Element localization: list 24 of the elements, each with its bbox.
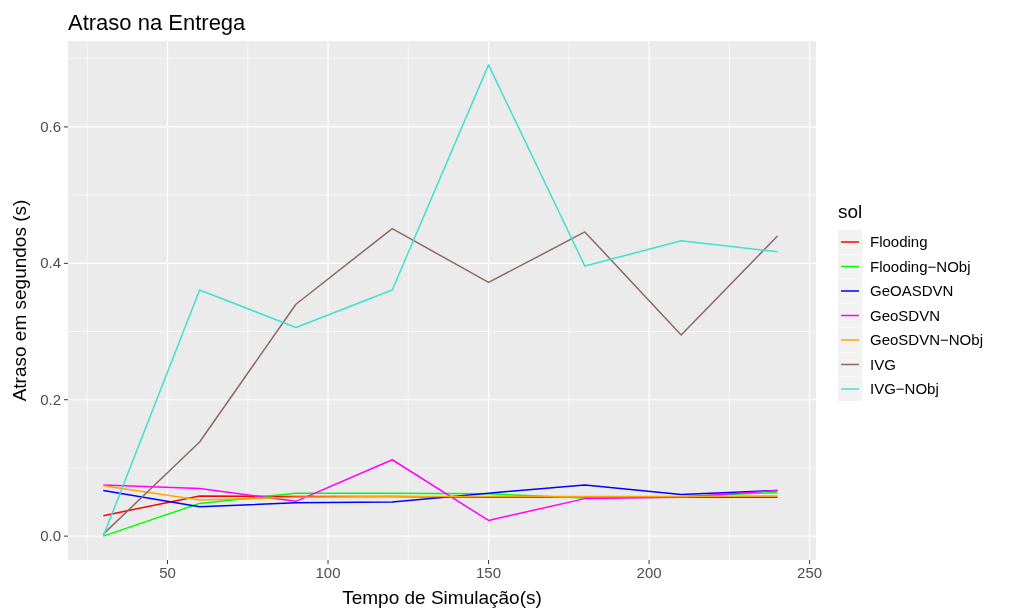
x-tick-label: 200 (636, 564, 662, 581)
x-tick-label: 50 (159, 564, 176, 581)
chart-title: Atraso na Entrega (68, 10, 247, 35)
line-series (102, 459, 779, 522)
legend-label: IVG−NObj (870, 380, 939, 397)
y-tick-label: 0.6 (40, 117, 61, 135)
y-tick-label: 0.0 (40, 527, 61, 545)
line-series (102, 227, 779, 535)
x-tick-label: 100 (315, 564, 341, 581)
x-tick-label: 250 (797, 564, 823, 581)
legend-label: GeOASDVN (870, 282, 954, 299)
line-series (102, 484, 779, 501)
y-tick-label: 0.2 (40, 390, 61, 408)
legend-label: GeoSDVN−NObj (870, 331, 983, 348)
line-series (102, 64, 779, 537)
y-tick-label: 0.4 (40, 254, 61, 272)
x-tick-label: 150 (476, 564, 502, 581)
legend-label: GeoSDVN (870, 306, 941, 324)
x-axis-title: Tempo de Simulação(s) (342, 587, 542, 608)
legend-title: sol (838, 201, 863, 222)
legend-label: IVG (870, 355, 896, 373)
y-axis-title: Atraso em segundos (s) (9, 199, 30, 402)
legend-label: Flooding−NObj (870, 257, 971, 275)
legend-label: Flooding (870, 233, 928, 250)
